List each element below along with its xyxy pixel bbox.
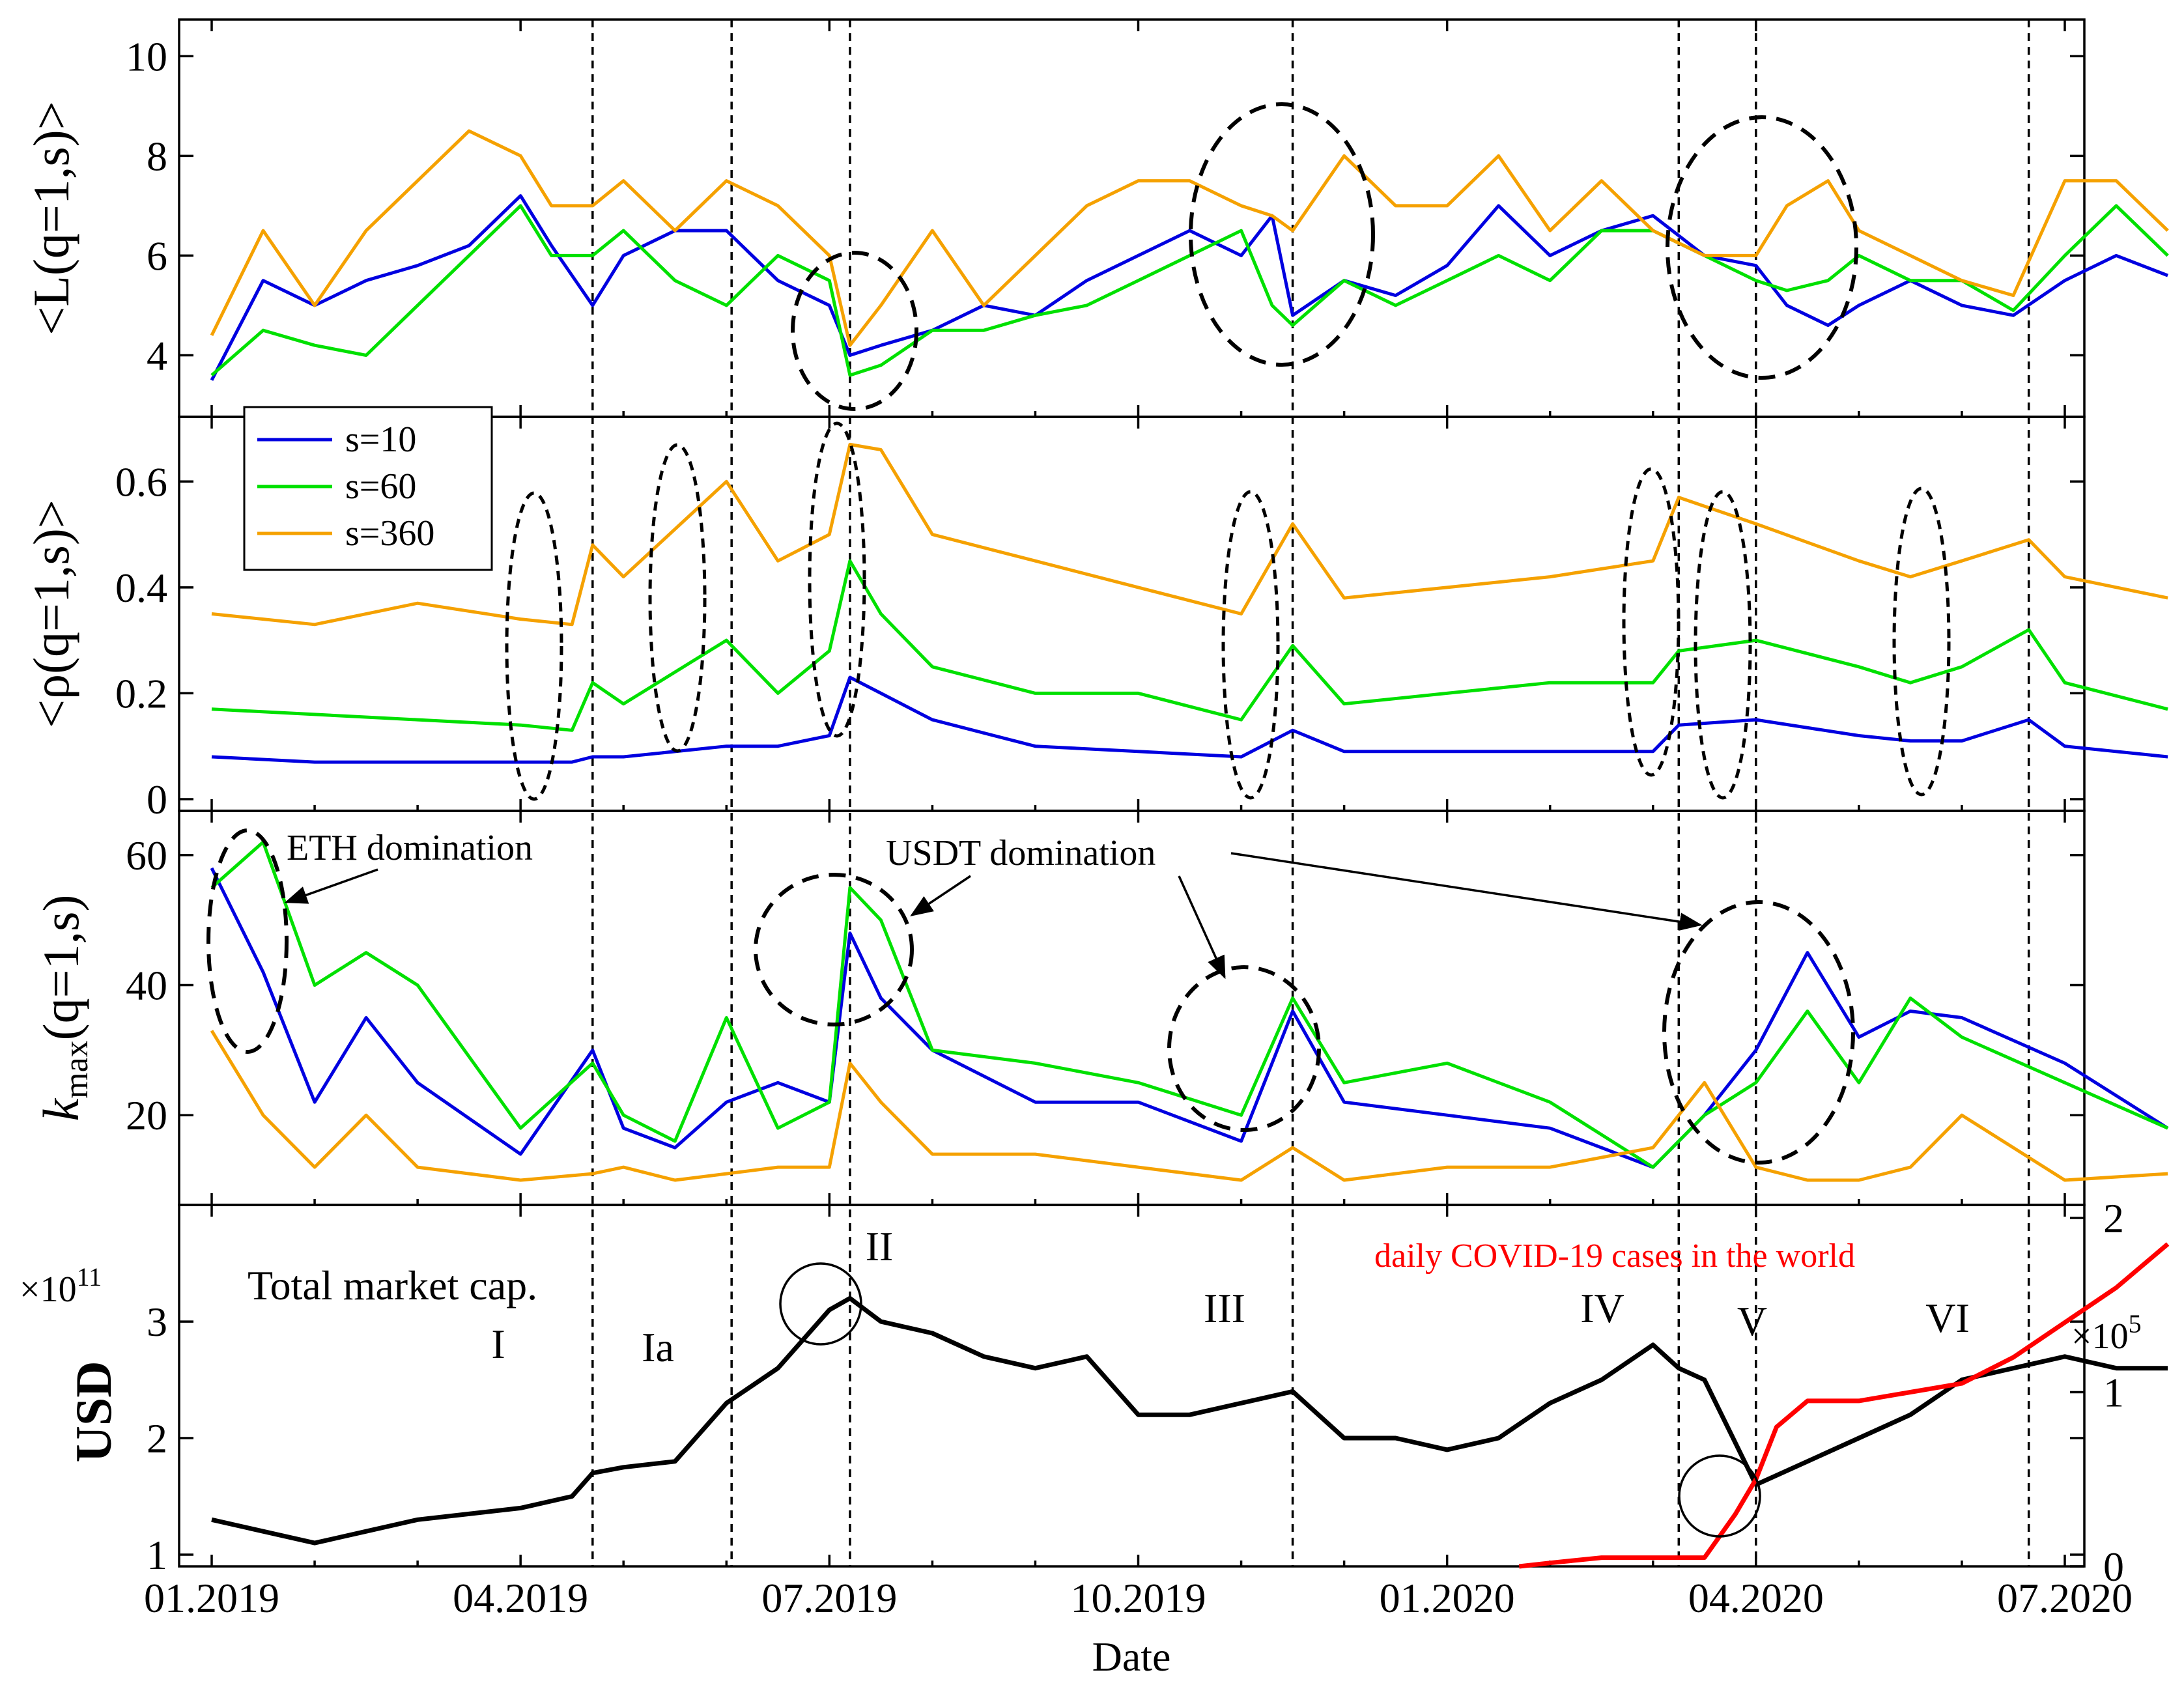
series-layer: [210, 129, 2170, 1569]
highlight-circle: [779, 1262, 862, 1346]
y-axis-label: USD: [65, 1361, 122, 1462]
event-label-I: I: [491, 1321, 505, 1367]
y-tick-label: 8: [147, 133, 167, 179]
event-label-IV: IV: [1580, 1285, 1624, 1331]
series-line-cap-daily-COVID-19-cases-in-the-world: [1518, 1242, 2170, 1569]
highlight-ellipse: [754, 873, 914, 1026]
series-line-kmax-s-360: [210, 1030, 2168, 1182]
series-line-rho-s-360: [211, 442, 2168, 627]
highlight-ellipse: [1622, 467, 1681, 777]
highlight-ellipse: [1666, 115, 1858, 380]
y-tick-label: 40: [126, 963, 167, 1009]
series-line-kmax-s-10: [210, 867, 2169, 1169]
highlight-ellipse: [1167, 965, 1321, 1132]
right-y-multiplier: ×105: [2071, 1309, 2142, 1357]
highlight-ellipse: [791, 251, 918, 411]
x-tick-label: 04.2019: [453, 1575, 588, 1621]
legend-box: [243, 406, 493, 571]
event-lines: [591, 20, 2030, 1566]
highlight-circle: [1678, 1454, 1761, 1538]
panel-frame-4: [178, 1204, 2086, 1568]
right-y-tick-label: 2: [2103, 1195, 2124, 1241]
y-axis-label: <ρ(q=1,s)>: [23, 500, 79, 728]
right-y-tick-label: 0: [2103, 1544, 2124, 1590]
x-tick-label: 10.2019: [1071, 1575, 1206, 1621]
series-line-L-s-360: [210, 129, 2169, 347]
highlight-ellipse: [1221, 490, 1280, 800]
y-tick-label: 4: [147, 332, 167, 378]
highlight-ellipse: [1189, 102, 1375, 367]
right-y-tick-label: 1: [2103, 1370, 2124, 1416]
annotation-arrow: [284, 868, 378, 904]
y-multiplier: ×1011: [20, 1262, 102, 1310]
y-tick-label: 0: [147, 776, 167, 823]
legend-entry: s=10: [345, 419, 416, 460]
panel-frame-1: [178, 18, 2086, 418]
x-tick-label: 07.2019: [761, 1575, 897, 1621]
series-line-cap-Total-market-cap-: [211, 1295, 2168, 1546]
series-line-rho-s-60: [211, 559, 2168, 732]
y-tick-label: 2: [147, 1415, 167, 1462]
y-axis-label: <L(q=1,s)>: [23, 101, 79, 335]
series-line-rho-s-10: [211, 675, 2168, 764]
y-tick-label: 3: [147, 1299, 167, 1345]
y-tick-label: 10: [126, 33, 167, 79]
annotation-arrow: [1178, 875, 1226, 980]
text-layer: 01.2019 04.2019 07.2019 10.2019 01.2020 04.20…: [20, 33, 2142, 1680]
y-tick-label: 20: [126, 1092, 167, 1138]
highlight-ellipse: [505, 491, 563, 801]
annotation-arrow: [910, 875, 971, 916]
annotation-layer: s=10 s=60 s=360: [206, 102, 1951, 1538]
highlight-ellipse: [808, 421, 866, 738]
event-label-Ia: Ia: [642, 1324, 674, 1370]
market-cap-label: Total market cap.: [248, 1262, 537, 1308]
event-label-II: II: [866, 1223, 894, 1269]
series-line-L-s-10: [210, 194, 2169, 381]
eth-domination-label: ETH domination: [287, 828, 533, 868]
y-tick-label: 0.6: [115, 459, 167, 505]
event-label-V: V: [1737, 1298, 1767, 1344]
y-tick-label: 0.2: [115, 670, 167, 716]
covid-label: daily COVID-19 cases in the world: [1374, 1237, 1855, 1275]
legend-entry: s=60: [345, 466, 416, 507]
event-label-VI: VI: [1925, 1295, 1970, 1341]
highlight-ellipse: [1662, 900, 1855, 1165]
usdt-domination-label: USDT domination: [886, 833, 1156, 873]
highlight-ellipse: [206, 828, 289, 1054]
y-axis-label: kmax(q=1,s): [33, 895, 95, 1122]
series-line-kmax-s-60: [210, 840, 2169, 1169]
series-line-L-s-60: [210, 204, 2169, 377]
highlight-ellipse: [1892, 487, 1951, 797]
legend-entry: s=360: [345, 513, 434, 554]
annotation-arrow: [1230, 852, 1703, 931]
legend: s=10 s=60 s=360: [243, 406, 493, 571]
x-tick-label: 07.2020: [1997, 1575, 2133, 1621]
x-tick-label: 01.2019: [144, 1575, 279, 1621]
axes-layer: [178, 18, 2086, 1568]
x-axis-label: Date: [1092, 1633, 1171, 1680]
y-tick-label: 6: [147, 233, 167, 279]
highlight-ellipse: [648, 443, 707, 753]
y-tick-label: 1: [147, 1532, 167, 1578]
x-tick-label: 01.2020: [1380, 1575, 1515, 1621]
y-tick-label: 60: [126, 832, 167, 879]
event-label-III: III: [1204, 1285, 1245, 1331]
highlight-ellipse: [1694, 490, 1752, 800]
x-tick-label: 04.2020: [1688, 1575, 1824, 1621]
y-tick-label: 0.4: [115, 565, 167, 611]
